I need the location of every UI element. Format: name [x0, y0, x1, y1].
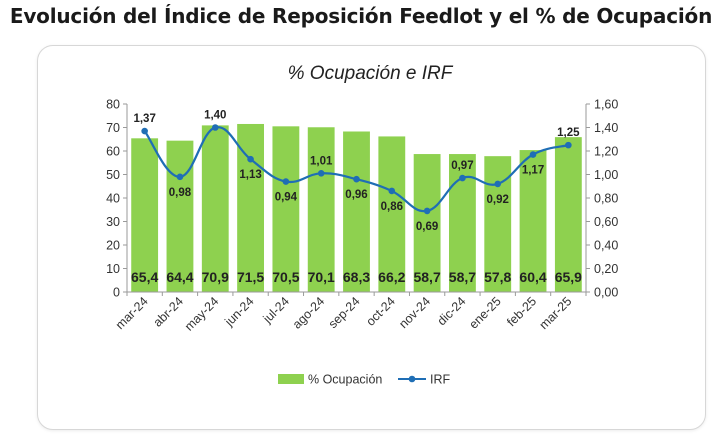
x-tick-label: ene-25 — [466, 294, 503, 331]
chart-title: % Ocupación e IRF — [288, 63, 454, 84]
bar-oct-24 — [378, 136, 406, 292]
x-tick-label: feb-25 — [504, 294, 539, 329]
irf-point-ago-24 — [317, 170, 325, 177]
y-right-tick-label: 1,40 — [594, 121, 618, 135]
bar-sep-24 — [343, 131, 370, 292]
x-tick-label: mar-25 — [537, 294, 575, 332]
x-tick-label: oct-24 — [363, 294, 397, 328]
irf-data-label: 0,97 — [451, 160, 473, 172]
legend-marker-irf — [408, 375, 416, 383]
page-title: Evolución del Índice de Reposición Feedl… — [9, 4, 713, 28]
legend: % Ocupación IRF — [278, 373, 451, 387]
irf-point-oct-24 — [388, 187, 396, 195]
x-tick-label: dic-24 — [435, 294, 469, 328]
irf-point-dic-24 — [459, 174, 466, 182]
y-right-tick-label: 0,20 — [594, 262, 618, 276]
y-left-tick-label: 30 — [106, 215, 120, 229]
x-tick-label: ago-24 — [290, 294, 327, 331]
bar-may-24 — [201, 125, 229, 292]
irf-point-mar-25 — [565, 141, 572, 149]
y-right-tick-label: 0,40 — [594, 239, 618, 253]
bar-abr-24 — [166, 140, 194, 292]
bar-data-label: 70,9 — [202, 269, 229, 285]
x-tick-label: jul-24 — [260, 294, 292, 326]
irf-point-may-24 — [211, 124, 219, 131]
bar-mar-25 — [554, 137, 582, 292]
irf-data-label: 0,94 — [275, 192, 298, 204]
legend-swatch-ocupacion — [278, 374, 304, 384]
legend-label-irf: IRF — [430, 373, 451, 387]
bar-data-label: 65,4 — [131, 269, 158, 285]
y-right-tick-label: 0,80 — [594, 192, 618, 206]
irf-data-label: 1,17 — [522, 165, 544, 177]
x-tick-label: mar-24 — [113, 294, 151, 332]
y-right-tick-label: 1,60 — [594, 98, 618, 112]
bar-data-label: 66,2 — [378, 269, 405, 285]
bar-ago-24 — [307, 127, 335, 292]
y-left-tick-label: 50 — [106, 168, 120, 182]
irf-data-label: 0,92 — [487, 194, 509, 206]
bar-jul-24 — [272, 126, 300, 292]
bars-layer — [131, 123, 582, 292]
bar-data-label: 71,5 — [237, 269, 264, 285]
irf-data-label: 1,40 — [204, 110, 226, 122]
line-layer — [141, 124, 572, 215]
x-tick-label: jun-24 — [222, 294, 257, 329]
bar-data-label: 58,7 — [449, 269, 476, 285]
bar-data-label: 64,4 — [166, 269, 193, 285]
bar-nov-24 — [413, 154, 441, 292]
bar-data-label: 68,3 — [343, 269, 370, 285]
y-left-tick-label: 80 — [106, 98, 120, 112]
y-left-tick-label: 60 — [106, 145, 120, 159]
bar-mar-24 — [131, 138, 159, 292]
y-left-tick-label: 40 — [106, 192, 120, 206]
bar-data-label: 70,5 — [272, 269, 299, 285]
irf-point-jun-24 — [247, 155, 254, 163]
irf-point-feb-25 — [529, 151, 537, 158]
bar-feb-25 — [519, 150, 547, 292]
bar-data-label: 60,4 — [519, 269, 546, 285]
y-right-tick-label: 1,00 — [594, 168, 618, 182]
irf-data-label: 0,69 — [416, 221, 438, 233]
x-tick-label: may-24 — [182, 294, 221, 333]
legend-label-ocupacion: % Ocupación — [308, 373, 382, 387]
y-right-tick-label: 0,60 — [594, 215, 618, 229]
bar-data-label: 70,1 — [308, 269, 335, 285]
bar-data-label: 57,8 — [484, 269, 511, 285]
irf-point-mar-24 — [141, 127, 148, 135]
irf-data-label: 1,25 — [557, 127, 580, 139]
irf-point-ene-25 — [494, 180, 502, 188]
irf-data-label: 0,86 — [381, 201, 403, 213]
bar-data-label: 58,7 — [413, 269, 440, 285]
bar-jun-24 — [237, 123, 264, 292]
irf-point-sep-24 — [353, 175, 360, 183]
irf-point-abr-24 — [176, 173, 184, 181]
irf-data-label: 1,37 — [133, 113, 155, 125]
y-left-tick-label: 0 — [113, 286, 120, 300]
y-left-tick-label: 10 — [106, 262, 120, 276]
x-tick-label: abr-24 — [151, 294, 186, 329]
irf-point-nov-24 — [423, 207, 431, 215]
irf-data-label: 1,01 — [310, 155, 333, 167]
irf-point-jul-24 — [282, 178, 290, 185]
x-tick-label: sep-24 — [326, 294, 363, 331]
irf-data-label: 0,96 — [345, 189, 367, 201]
irf-data-label: 0,98 — [169, 187, 192, 199]
labels-layer: 1,37 0,98 1,40 1,13 0,94 1,01 0,96 0,86 0,69 0,97… — [131, 110, 582, 286]
y-left-tick-label: 20 — [106, 239, 120, 253]
x-tick-label: nov-24 — [396, 294, 433, 331]
y-left-tick-label: 70 — [106, 121, 120, 135]
y-right-tick-label: 1,20 — [594, 145, 618, 159]
y-right-tick-label: 0,00 — [594, 286, 618, 300]
bar-data-label: 65,9 — [555, 269, 582, 285]
irf-data-label: 1,13 — [239, 169, 261, 181]
